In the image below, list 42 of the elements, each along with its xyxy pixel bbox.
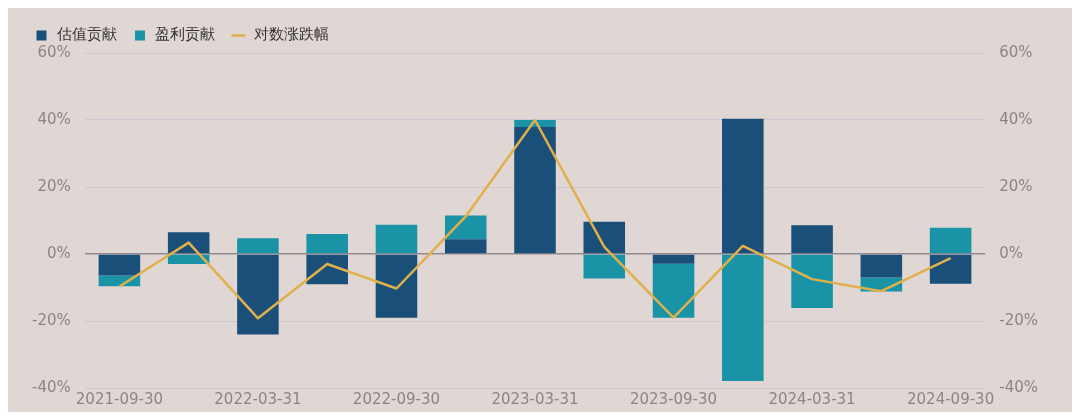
bar: [722, 254, 764, 381]
bar: [306, 233, 348, 254]
bar: [652, 263, 695, 318]
y-tick-label: 20%: [37, 176, 71, 195]
y-tick-label: 40%: [37, 109, 71, 128]
bar: [444, 239, 487, 254]
y2-tick-label: 40%: [999, 109, 1033, 128]
x-tick-label: 2021-09-30: [75, 389, 163, 408]
y-tick-label: 60%: [37, 42, 71, 61]
bar: [444, 215, 487, 240]
x-tick-label: 2024-03-31: [768, 389, 856, 408]
bar: [652, 254, 695, 264]
x-tick-label: 2022-03-31: [214, 389, 302, 408]
y-tick-label: -40%: [31, 377, 71, 396]
bar: [375, 254, 418, 318]
legend-label: 盈利贡献: [155, 25, 215, 44]
bar: [860, 254, 903, 278]
y2-tick-label: -20%: [999, 310, 1039, 329]
bar: [375, 224, 418, 254]
y-tick-label: -20%: [31, 310, 71, 329]
y2-tick-label: 60%: [999, 42, 1033, 61]
x-tick-label: 2024-09-30: [907, 389, 995, 408]
bar: [583, 254, 626, 279]
y-tick-label: 0%: [46, 243, 71, 262]
bar: [791, 225, 833, 254]
x-tick-label: 2022-09-30: [352, 389, 441, 408]
bar: [237, 238, 279, 254]
x-tick-label: 2023-09-30: [629, 389, 718, 408]
bar: [722, 118, 764, 254]
bar: [98, 254, 141, 276]
y2-tick-label: 0%: [999, 243, 1024, 262]
bar: [583, 221, 626, 254]
x-tick-label: 2023-03-31: [491, 389, 579, 408]
bar: [514, 127, 556, 254]
bar: [237, 254, 279, 335]
bar: [929, 254, 972, 284]
legend-label: 对数涨跌幅: [253, 25, 329, 44]
y2-tick-label: -40%: [999, 377, 1039, 396]
legend-label: 估值贡献: [55, 25, 117, 44]
bar: [929, 227, 972, 254]
bar: [791, 254, 833, 308]
y2-tick-label: 20%: [999, 176, 1033, 195]
